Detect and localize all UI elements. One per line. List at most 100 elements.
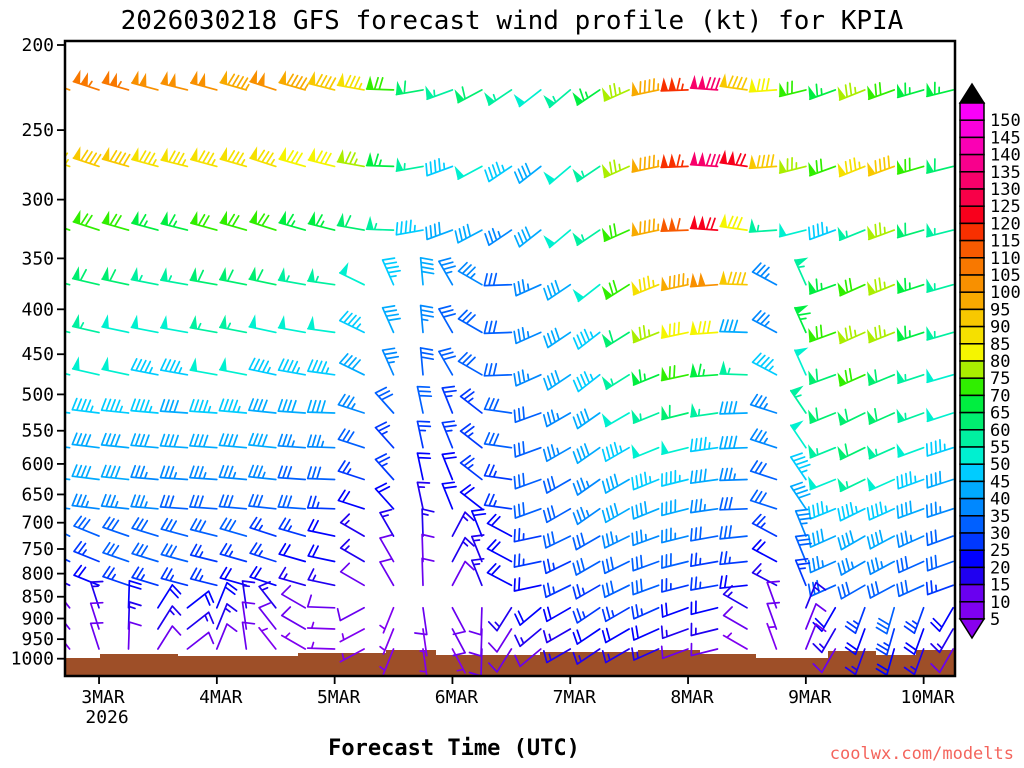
- wind-barb: [306, 641, 336, 650]
- barb-staff: [719, 319, 748, 334]
- barb-staff: [127, 621, 142, 650]
- barb-staff: [572, 408, 601, 430]
- colorbar-label: 40: [990, 490, 1010, 510]
- y-tick-label: 600: [21, 454, 54, 475]
- barb-staff: [690, 642, 719, 657]
- barb-staff: [868, 369, 896, 386]
- wind-barb: [307, 211, 336, 231]
- wind-barb: [837, 226, 866, 242]
- wind-barb: [336, 212, 365, 231]
- wind-barb: [778, 80, 807, 98]
- barb-staff: [897, 446, 925, 458]
- wind-barb: [487, 628, 513, 653]
- colorbar-label: 30: [990, 524, 1010, 544]
- barb-staff: [339, 648, 365, 663]
- wind-barb: [102, 541, 130, 563]
- barb-staff: [306, 495, 336, 510]
- barb-staff: [130, 494, 159, 510]
- watermark-link[interactable]: coolwx.com/modelts: [829, 744, 1014, 764]
- wind-barb: [218, 494, 248, 510]
- barb-staff: [896, 157, 925, 175]
- colorbar-label: 125: [990, 197, 1021, 217]
- wind-barb: [277, 465, 307, 481]
- wind-barb: [925, 470, 954, 489]
- barb-staff: [809, 278, 837, 295]
- barb-staff: [930, 648, 954, 674]
- barb-staff: [839, 478, 866, 493]
- barb-staff: [307, 150, 336, 168]
- barb-staff: [379, 606, 395, 634]
- wind-barb: [837, 501, 866, 522]
- barb-staff: [277, 326, 307, 334]
- wind-barb: [419, 347, 435, 376]
- wind-barb: [249, 516, 277, 537]
- barb-staff: [875, 648, 896, 675]
- barb-staff: [419, 347, 435, 376]
- wind-barb: [425, 221, 454, 241]
- wind-barb: [631, 369, 660, 386]
- wind-barb: [805, 581, 827, 609]
- wind-barb: [543, 370, 572, 391]
- barb-staff: [805, 603, 827, 630]
- barb-staff: [661, 404, 689, 421]
- wind-barb: [219, 542, 248, 563]
- barb-staff: [486, 513, 513, 537]
- barb-staff: [809, 407, 837, 424]
- colorbar-under-arrow: [958, 618, 986, 640]
- wind-barb: [306, 466, 336, 481]
- wind-barb: [421, 557, 435, 587]
- wind-barb: [805, 623, 827, 650]
- wind-barb: [438, 257, 456, 286]
- barb-staff: [130, 464, 159, 481]
- barb-pennant: [689, 151, 698, 166]
- wind-barb: [219, 210, 248, 231]
- wind-barb: [278, 517, 307, 537]
- wind-barb: [127, 621, 142, 650]
- barb-staff: [459, 454, 483, 481]
- wind-barb: [365, 152, 395, 168]
- barb-staff: [839, 443, 866, 461]
- wind-barb: [689, 498, 719, 514]
- wind-barb: [395, 219, 424, 236]
- colorbar-label: 150: [990, 111, 1021, 131]
- barb-staff: [631, 647, 660, 661]
- wind-barb: [451, 560, 475, 587]
- barb-staff: [867, 81, 896, 101]
- wind-barb: [513, 279, 542, 297]
- wind-barb: [719, 270, 748, 286]
- colorbar-box: [959, 480, 985, 500]
- barb-staff: [926, 81, 954, 98]
- wind-barb: [542, 558, 572, 575]
- wind-barb: [719, 574, 748, 590]
- wind-barb: [487, 606, 513, 632]
- barb-staff: [454, 223, 483, 244]
- wind-barb: [689, 436, 719, 453]
- barb-staff: [425, 158, 454, 177]
- wind-barb: [631, 409, 660, 424]
- wind-barb: [837, 408, 866, 426]
- wind-barb: [307, 568, 336, 587]
- wind-barb: [866, 557, 896, 576]
- barb-staff: [542, 606, 572, 623]
- wind-barb: [101, 210, 130, 231]
- barb-staff: [925, 501, 954, 519]
- wind-barb: [844, 628, 866, 656]
- wind-barb: [248, 314, 277, 334]
- wind-barb: [751, 513, 778, 537]
- barb-staff: [451, 648, 466, 674]
- wind-barb: [130, 398, 159, 414]
- wind-barb: [631, 529, 660, 547]
- colorbar-box: [959, 119, 985, 139]
- wind-barb: [189, 465, 218, 481]
- wind-barb: [483, 432, 513, 449]
- barb-staff: [751, 513, 778, 537]
- wind-barb: [484, 161, 513, 183]
- colorbar-label: 120: [990, 214, 1021, 234]
- wind-barb: [926, 222, 954, 238]
- barb-staff: [416, 481, 431, 510]
- wind-barb: [661, 499, 689, 517]
- wind-barb: [925, 580, 954, 596]
- wind-barb: [454, 86, 483, 104]
- barb-staff: [66, 622, 71, 630]
- barb-staff: [605, 330, 630, 348]
